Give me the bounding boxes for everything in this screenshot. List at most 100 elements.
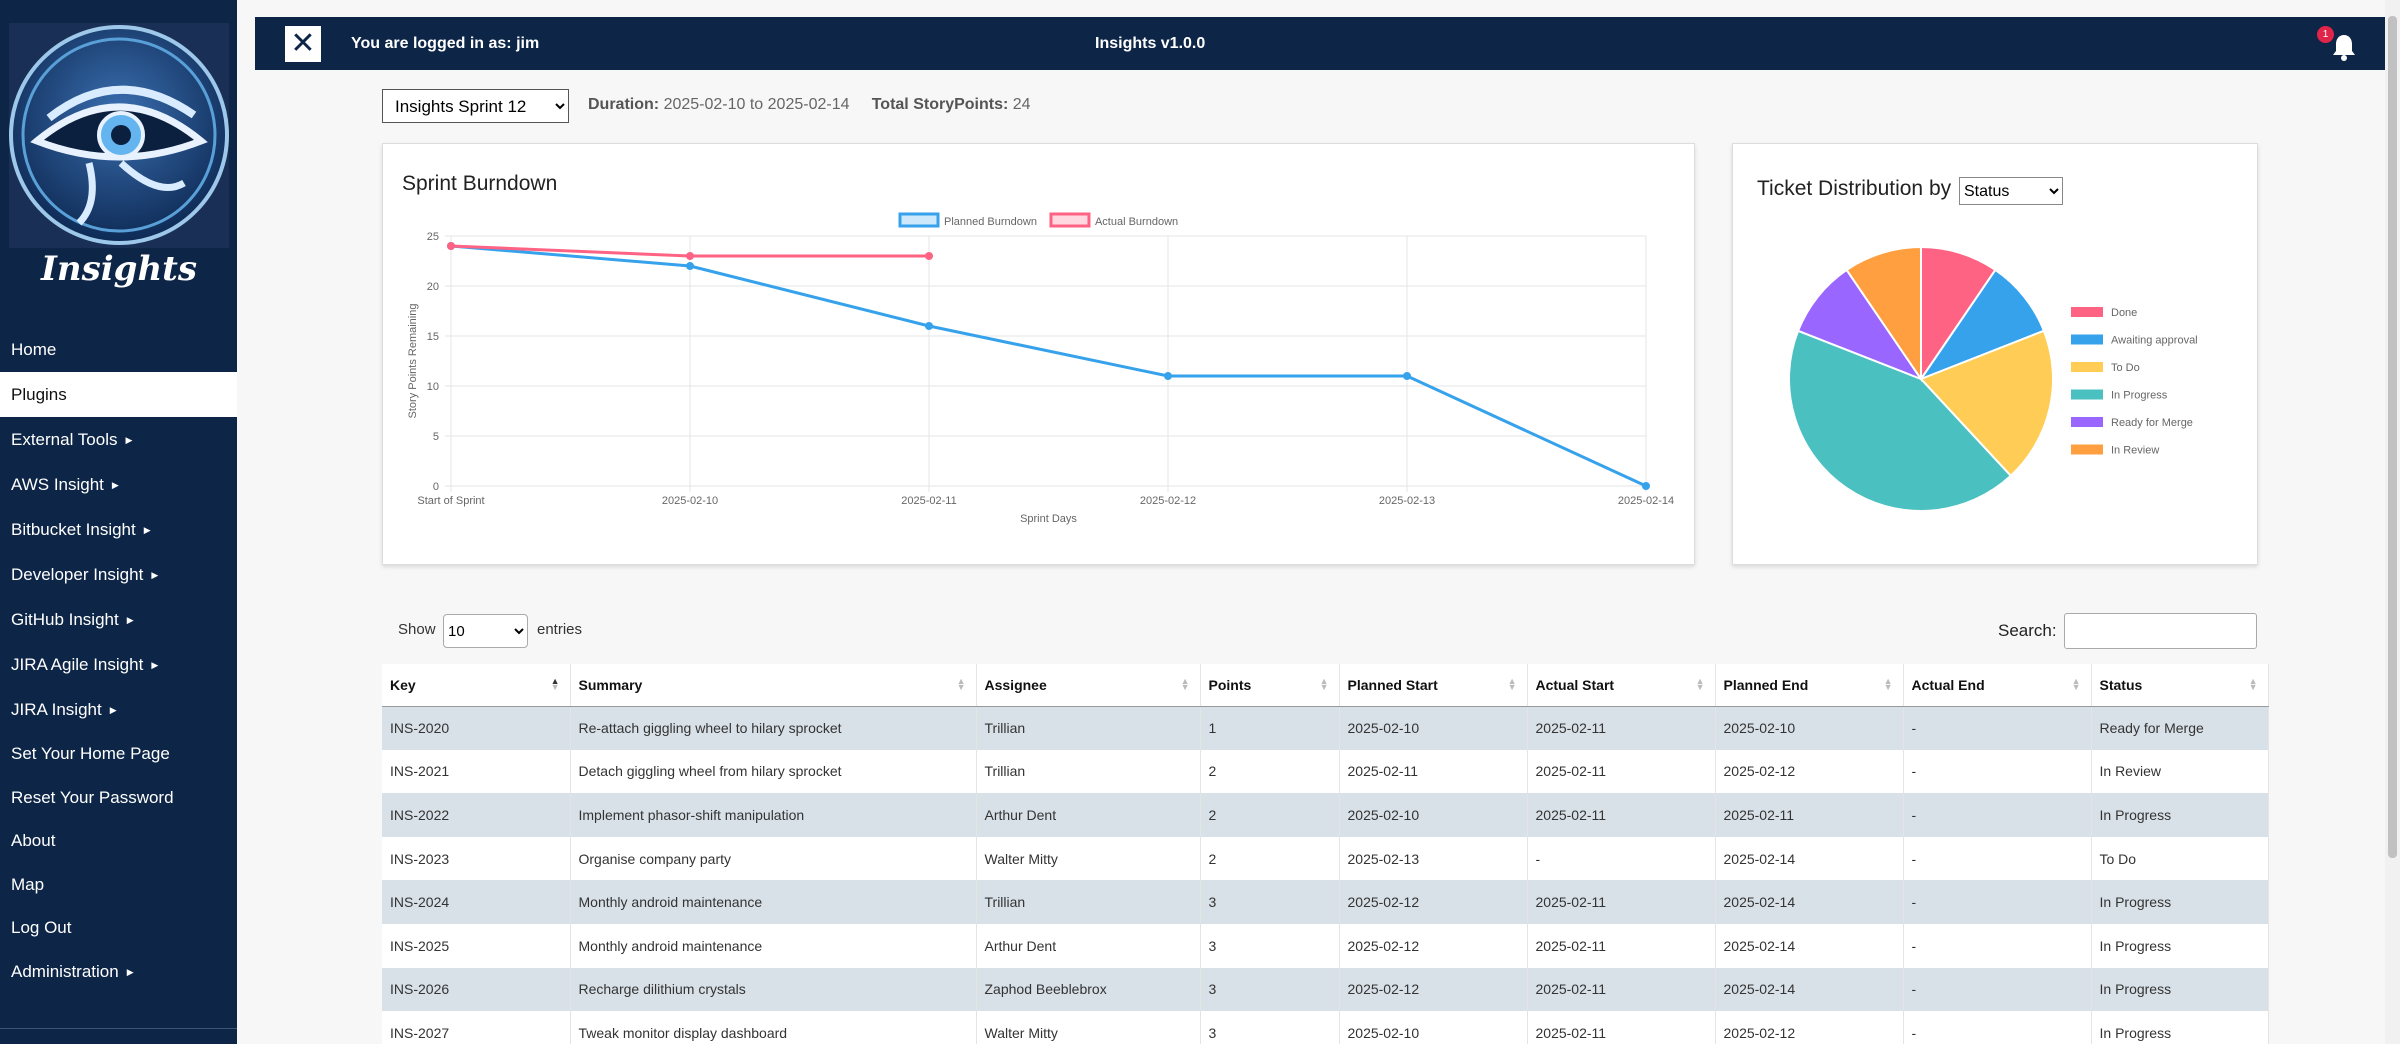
table-cell-key: INS-2022: [382, 793, 571, 837]
column-header-actual-start[interactable]: Actual Start ▲ ▼: [1527, 664, 1716, 707]
pie-legend-item[interactable]: Ready for Merge: [2071, 417, 2193, 429]
burndown-card: Sprint Burndown 0 5 10 15 20 25 Start of Sprin…: [382, 143, 1695, 565]
legend-item[interactable]: Planned Burndown: [898, 212, 1037, 228]
pie-legend-item[interactable]: In Review: [2071, 444, 2159, 457]
column-header-planned-start[interactable]: Planned Start ▲ ▼: [1339, 664, 1528, 707]
sidebar-item-jira-agile-insight[interactable]: JIRA Agile Insight ▶: [0, 642, 237, 687]
sidebar-item-reset-your-password[interactable]: Reset Your Password: [0, 776, 237, 820]
pie-legend-item[interactable]: Awaiting approval: [2071, 334, 2198, 347]
table-cell-planned-start: 2025-02-10: [1339, 793, 1528, 837]
x-tick-label: 2025-02-11: [901, 495, 956, 507]
table-cell-planned-end: 2025-02-12: [1715, 1011, 1904, 1044]
table-cell-points: 3: [1200, 923, 1340, 968]
table-row[interactable]: INS-2021 Detach giggling wheel from hilar…: [382, 749, 2269, 794]
top-bar: ✕ You are logged in as: jim Insights v1.…: [255, 17, 2385, 70]
data-point[interactable]: [1403, 372, 1411, 380]
table-cell-status: In Review: [2091, 749, 2269, 794]
table-cell-points: 3: [1200, 967, 1340, 1012]
table-cell-actual-start: -: [1527, 836, 1716, 881]
sidebar-item-home[interactable]: Home: [0, 327, 237, 372]
sidebar-item-plugins[interactable]: Plugins: [0, 372, 237, 417]
pie-legend-item[interactable]: In Progress: [2071, 389, 2168, 402]
sidebar-item-label: Plugins: [11, 385, 67, 404]
column-header-planned-end[interactable]: Planned End ▲ ▼: [1715, 664, 1904, 707]
table-row[interactable]: INS-2022 Implement phasor-shift manipulat…: [382, 793, 2269, 837]
table-row[interactable]: INS-2027 Tweak monitor display dashboard W…: [382, 1011, 2269, 1044]
sidebar-item-external-tools[interactable]: External Tools ▶: [0, 417, 237, 462]
sidebar-item-label: Map: [11, 874, 45, 894]
y-tick-label: 0: [433, 481, 439, 493]
pie-slice[interactable]: [1796, 268, 1924, 382]
eye-logo-icon: Insights: [9, 23, 229, 289]
sidebar-item-administration[interactable]: Administration ▶: [0, 950, 237, 994]
column-header-label: Status: [2099, 676, 2143, 693]
legend-item[interactable]: Actual Burndown: [1049, 212, 1178, 228]
pie-slice[interactable]: [1920, 245, 1997, 383]
notification-badge: 1: [2317, 26, 2334, 43]
sidebar-item-bitbucket-insight[interactable]: Bitbucket Insight ▶: [0, 507, 237, 552]
sidebar-item-aws-insight[interactable]: AWS Insight ▶: [0, 462, 237, 507]
data-point[interactable]: [1642, 482, 1650, 490]
logged-in-text: You are logged in as: jim: [351, 35, 540, 52]
sidebar-item-about[interactable]: About: [0, 819, 237, 863]
table-cell-points: 2: [1200, 749, 1340, 794]
sidebar-item-map[interactable]: Map: [0, 863, 237, 907]
search-input[interactable]: [2064, 613, 2257, 649]
data-point[interactable]: [925, 252, 933, 260]
pie-legend-item[interactable]: To Do: [2071, 362, 2140, 374]
column-header-assignee[interactable]: Assignee ▲ ▼: [976, 664, 1201, 707]
pie-legend-swatch: [2071, 334, 2103, 345]
column-header-points[interactable]: Points ▲ ▼: [1200, 664, 1340, 707]
distribution-card: Ticket Distribution by Status Done Awaiti…: [1732, 143, 2258, 565]
distribution-group-select[interactable]: Status: [1959, 177, 2063, 205]
data-point[interactable]: [1164, 372, 1172, 380]
pie-slice[interactable]: [1918, 268, 2046, 382]
entries-label: entries: [537, 621, 583, 638]
table-row[interactable]: INS-2026 Recharge dilithium crystals Zapho…: [382, 967, 2269, 1012]
table-row[interactable]: INS-2023 Organise company party Walter Mit…: [382, 836, 2269, 881]
pie-legend-item[interactable]: Done: [2071, 307, 2137, 319]
tickets-table: Key ▲ ▼ Summary ▲ ▼ Assignee ▲ ▼ Points ▲ ▼ Planned …: [382, 664, 2269, 1044]
column-header-status[interactable]: Status ▲ ▼: [2091, 664, 2269, 707]
legend-swatch: [1049, 212, 1091, 228]
caret-right-icon: ▶: [151, 570, 159, 580]
column-header-summary[interactable]: Summary ▲ ▼: [570, 664, 977, 707]
table-row[interactable]: INS-2024 Monthly android maintenance Trill…: [382, 880, 2269, 924]
pie-slice[interactable]: [1845, 245, 1922, 383]
x-tick-label: 2025-02-10: [662, 495, 718, 507]
sidebar-item-label: Administration: [11, 961, 119, 981]
y-tick-label: 25: [427, 231, 439, 243]
data-point[interactable]: [447, 242, 455, 250]
table-cell-summary: Tweak monitor display dashboard: [570, 1011, 977, 1044]
table-row[interactable]: INS-2025 Monthly android maintenance Arthu…: [382, 923, 2269, 968]
sidebar-item-jira-insight[interactable]: JIRA Insight ▶: [0, 687, 237, 732]
data-point[interactable]: [925, 322, 933, 330]
table-cell-planned-start: 2025-02-11: [1339, 749, 1528, 794]
pie-slice[interactable]: [1919, 329, 2054, 478]
notifications-button[interactable]: 1: [2317, 26, 2359, 63]
data-point[interactable]: [686, 262, 694, 270]
sidebar-item-log-out[interactable]: Log Out: [0, 906, 237, 950]
sidebar-item-github-insight[interactable]: GitHub Insight ▶: [0, 597, 237, 642]
table-header-row: Key ▲ ▼ Summary ▲ ▼ Assignee ▲ ▼ Points ▲ ▼ Planned …: [382, 664, 2269, 707]
column-header-key[interactable]: Key ▲ ▼: [382, 664, 571, 707]
close-sidebar-button[interactable]: ✕: [285, 26, 321, 62]
column-header-actual-end[interactable]: Actual End ▲ ▼: [1903, 664, 2092, 707]
sidebar-item-set-your-home-page[interactable]: Set Your Home Page: [0, 732, 237, 776]
entries-select[interactable]: 10: [443, 614, 528, 648]
app-logo[interactable]: Insights: [9, 23, 229, 295]
table-cell-actual-end: -: [1903, 836, 2092, 881]
sidebar-nav: Home Plugins External Tools ▶ AWS Insight ▶ Bi…: [0, 327, 237, 993]
scrollbar-thumb[interactable]: [2388, 16, 2397, 858]
pie-legend-swatch: [2071, 444, 2103, 455]
pie-legend-swatch: [2071, 389, 2103, 400]
sprint-select[interactable]: Insights Sprint 12: [382, 89, 569, 123]
pie-slice[interactable]: [1788, 329, 2013, 512]
table-row[interactable]: INS-2020 Re-attach giggling wheel to hila…: [382, 706, 2269, 750]
data-point[interactable]: [686, 252, 694, 260]
sidebar-item-developer-insight[interactable]: Developer Insight ▶: [0, 552, 237, 597]
pie-legend-label: Ready for Merge: [2111, 417, 2193, 429]
table-cell-planned-start: 2025-02-10: [1339, 1011, 1528, 1044]
legend-swatch: [898, 212, 940, 228]
table-cell-planned-end: 2025-02-10: [1715, 706, 1904, 750]
